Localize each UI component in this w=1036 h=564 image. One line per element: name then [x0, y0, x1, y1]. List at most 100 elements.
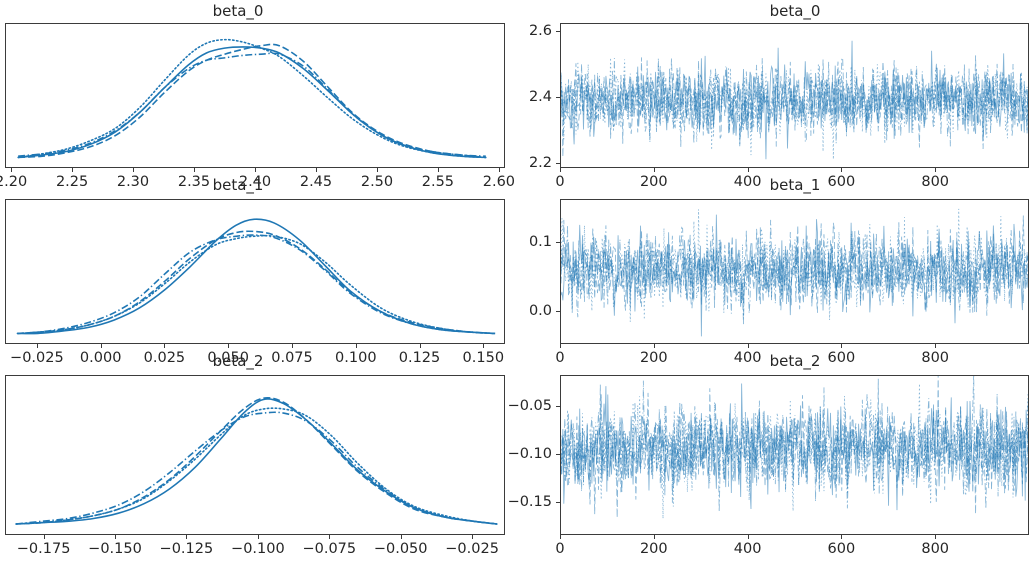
- x-tick-label: 800: [921, 174, 950, 190]
- x-tickmark: [257, 535, 259, 539]
- x-tick-label: 600: [827, 541, 856, 557]
- x-tickmark: [653, 344, 655, 348]
- x-tickmark: [935, 344, 937, 348]
- x-tick-label: −0.175: [16, 541, 71, 557]
- x-tickmark: [292, 344, 294, 348]
- subplot-title-row2-left: beta_2: [212, 352, 264, 370]
- x-tickmark: [133, 168, 135, 172]
- x-tickmark: [316, 168, 318, 172]
- x-tickmark: [400, 535, 402, 539]
- y-tick-label: 2.2: [528, 155, 552, 172]
- x-tick-label: −0.050: [373, 541, 428, 557]
- x-tick-label: 0: [555, 350, 565, 366]
- y-tick-label: −0.10: [507, 445, 552, 462]
- x-tickmark: [841, 535, 843, 539]
- y-tick-label: −0.15: [507, 493, 552, 510]
- y-tick-label: −0.05: [507, 397, 552, 414]
- x-tickmark: [186, 535, 188, 539]
- x-tick-label: 0: [555, 541, 565, 557]
- x-tickmark: [498, 168, 500, 172]
- y-tickmark: [556, 31, 560, 33]
- x-tickmark: [329, 535, 331, 539]
- x-tickmark: [935, 535, 937, 539]
- x-tickmark: [419, 344, 421, 348]
- x-tickmark: [100, 344, 102, 348]
- y-tick-label: 2.4: [528, 89, 552, 106]
- y-tickmark: [556, 453, 560, 455]
- subplot-title-row2-right: beta_2: [769, 352, 821, 370]
- x-tickmark: [194, 168, 196, 172]
- y-tickmark: [556, 405, 560, 407]
- x-tickmark: [72, 168, 74, 172]
- subplot-title-row1-right: beta_1: [769, 176, 821, 194]
- x-tick-label: 2.30: [116, 174, 150, 190]
- x-tick-label: 0.075: [271, 350, 313, 366]
- x-tickmark: [377, 168, 379, 172]
- trace-axes-beta-2: [560, 375, 1029, 535]
- x-tick-label: 2.55: [421, 174, 455, 190]
- x-tick-label: 0.050: [207, 350, 249, 366]
- trace-axes-beta-0: [560, 23, 1029, 168]
- x-tick-label: 2.45: [299, 174, 333, 190]
- x-tick-label: 200: [639, 350, 668, 366]
- x-tickmark: [43, 535, 45, 539]
- x-tickmark: [747, 535, 749, 539]
- x-tickmark: [164, 344, 166, 348]
- x-tickmark: [355, 344, 357, 348]
- x-tickmark: [560, 535, 562, 539]
- x-tickmark: [841, 344, 843, 348]
- x-tickmark: [653, 535, 655, 539]
- x-tickmark: [437, 168, 439, 172]
- density-axes-beta-0: [5, 23, 505, 168]
- y-tickmark: [556, 163, 560, 165]
- subplot-title-row0-left: beta_0: [212, 2, 264, 20]
- x-tick-label: 800: [921, 541, 950, 557]
- x-tickmark: [472, 535, 474, 539]
- x-tickmark: [935, 168, 937, 172]
- y-tickmark: [556, 501, 560, 503]
- x-tickmark: [653, 168, 655, 172]
- x-tick-label: −0.100: [231, 541, 285, 557]
- x-tickmark: [11, 168, 13, 172]
- x-tick-label: 0.125: [398, 350, 441, 366]
- x-tick-label: 2.60: [482, 174, 516, 190]
- x-tick-label: 600: [827, 350, 856, 366]
- x-tickmark: [255, 168, 257, 172]
- x-tickmark: [115, 535, 117, 539]
- x-tick-label: 0.150: [462, 350, 505, 366]
- x-tickmark: [841, 168, 843, 172]
- x-tick-label: −0.150: [88, 541, 142, 557]
- y-tickmark: [556, 241, 560, 243]
- x-tick-label: 2.25: [55, 174, 89, 190]
- x-tickmark: [36, 344, 38, 348]
- x-tick-label: 0: [555, 174, 565, 190]
- density-axes-beta-2: [5, 375, 505, 535]
- trace-axes-beta-1: [560, 199, 1029, 344]
- x-tick-label: −0.025: [10, 350, 64, 366]
- x-tickmark: [747, 168, 749, 172]
- x-tick-label: 2.40: [238, 174, 272, 190]
- subplot-title-row0-right: beta_0: [769, 2, 821, 20]
- x-tick-label: 800: [921, 350, 950, 366]
- x-tickmark: [747, 344, 749, 348]
- x-tick-label: 400: [733, 174, 762, 190]
- x-tickmark: [228, 344, 230, 348]
- y-tick-label: 0.0: [528, 302, 552, 319]
- x-tick-label: 0.100: [335, 350, 377, 366]
- x-tick-label: 0.000: [79, 350, 122, 366]
- y-tickmark: [556, 310, 560, 312]
- x-tick-label: −0.125: [159, 541, 214, 557]
- y-tickmark: [556, 97, 560, 99]
- x-tickmark: [483, 344, 485, 348]
- subplot-title-row1-left: beta_1: [212, 176, 264, 194]
- x-tick-label: 2.35: [177, 174, 211, 190]
- x-tickmark: [560, 344, 562, 348]
- x-tick-label: −0.075: [302, 541, 357, 557]
- x-tick-label: 0.025: [143, 350, 186, 366]
- x-tick-label: 200: [639, 541, 668, 557]
- y-tick-label: 0.1: [528, 233, 552, 250]
- x-tick-label: 2.50: [360, 174, 394, 190]
- x-tick-label: 2.20: [0, 174, 28, 190]
- x-tick-label: 400: [733, 541, 762, 557]
